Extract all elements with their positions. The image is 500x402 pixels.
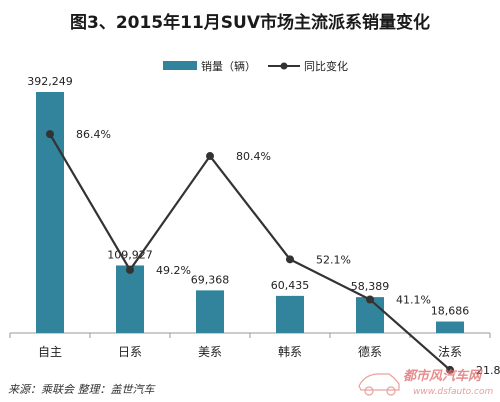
category-label: 自主 — [38, 345, 62, 359]
yoy-point-2 — [206, 152, 214, 161]
watermark-name: 都市风汽车网 — [403, 368, 483, 384]
yoy-value-label: 21.8% — [476, 364, 500, 377]
legend-bar-swatch — [163, 61, 197, 70]
yoy-point-4 — [366, 295, 374, 304]
bar-0 — [36, 92, 64, 333]
bar-value-label: 58,389 — [351, 280, 390, 293]
bar-1 — [116, 265, 144, 333]
watermark-logo: 都市风汽车网 www.dsfauto.com — [358, 368, 494, 397]
yoy-point-5 — [446, 365, 454, 374]
yoy-point-3 — [286, 255, 294, 264]
category-label: 日系 — [118, 345, 142, 359]
bar-value-label: 18,686 — [431, 305, 470, 318]
category-label: 韩系 — [278, 344, 302, 359]
yoy-value-label: 41.1% — [396, 293, 431, 306]
yoy-value-label: 80.4% — [236, 150, 271, 163]
legend-bar-label: 销量（辆） — [201, 59, 256, 73]
bar-value-label: 69,368 — [191, 273, 230, 286]
chart-title: 图3、2015年11月SUV市场主流派系销量变化 — [69, 13, 430, 33]
yoy-point-0 — [46, 130, 54, 139]
yoy-value-label: 49.2% — [156, 264, 191, 277]
category-label: 法系 — [438, 345, 462, 359]
source-note: 来源：乘联会 整理：盖世汽车 — [8, 383, 155, 396]
yoy-value-label: 86.4% — [76, 128, 111, 141]
bar-5 — [436, 321, 464, 333]
category-label: 德系 — [358, 344, 382, 359]
bar-value-label: 109,927 — [107, 248, 153, 261]
bar-2 — [196, 290, 224, 333]
yoy-value-label: 52.1% — [316, 253, 351, 266]
bar-value-label: 392,249 — [27, 75, 73, 88]
category-label: 美系 — [198, 345, 222, 359]
yoy-line — [49, 133, 451, 371]
legend-line-marker — [280, 62, 288, 70]
bar-3 — [276, 295, 304, 333]
bar-value-label: 60,435 — [271, 279, 310, 292]
yoy-point-1 — [126, 265, 134, 274]
watermark-car-icon — [358, 373, 400, 396]
legend-line-label: 同比变化 — [304, 59, 348, 73]
watermark-url: www.dsfauto.com — [413, 387, 494, 397]
